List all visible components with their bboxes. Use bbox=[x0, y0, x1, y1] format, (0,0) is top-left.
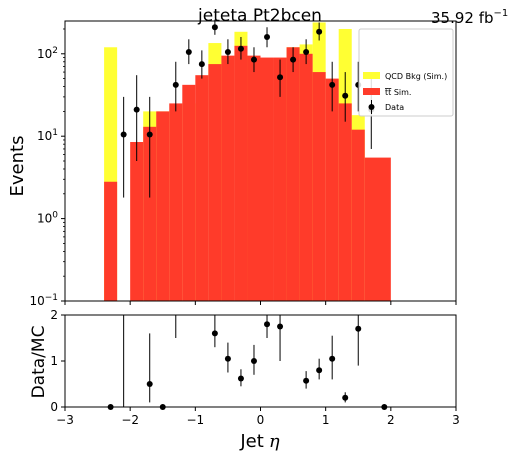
ttbar-bar bbox=[312, 72, 326, 301]
ratio-point bbox=[277, 323, 284, 330]
main-x-ticks bbox=[64, 301, 457, 305]
ttbar-bar bbox=[234, 45, 248, 301]
data-point bbox=[185, 49, 192, 56]
ttbar-bar bbox=[195, 75, 209, 302]
x-tick-label: −2 bbox=[121, 413, 139, 427]
chart-title: jeteta Pt2bcen bbox=[197, 6, 322, 26]
ratio-y-tick-label: 1 bbox=[50, 354, 58, 368]
data-point bbox=[133, 106, 140, 113]
ratio-point bbox=[264, 321, 271, 328]
ratio-point bbox=[329, 355, 336, 362]
data-point bbox=[290, 56, 297, 63]
ttbar-bar bbox=[325, 78, 339, 301]
legend-label-qcd: QCD Bkg (Sim.) bbox=[385, 72, 447, 81]
data-point bbox=[329, 81, 336, 88]
ttbar-bar bbox=[130, 142, 144, 301]
x-tick-label: −1 bbox=[186, 413, 204, 427]
x-axis-label-text: Jet bbox=[239, 431, 263, 452]
data-point bbox=[303, 49, 310, 56]
data-point bbox=[264, 33, 271, 40]
ratio-point bbox=[211, 330, 218, 337]
legend-label-data: Data bbox=[385, 103, 404, 112]
legend-swatch-qcd bbox=[363, 72, 380, 79]
ratio-y-ticks: 0 1 2 bbox=[50, 308, 65, 414]
ttbar-bar bbox=[260, 57, 274, 301]
data-point bbox=[237, 45, 244, 52]
x-tick-label: 0 bbox=[257, 413, 265, 427]
legend-box bbox=[358, 28, 454, 117]
ttbar-bar bbox=[351, 129, 365, 301]
ttbar-bar bbox=[208, 64, 222, 302]
y-tick-label: 100 bbox=[37, 211, 58, 226]
x-axis-label-eta: η bbox=[269, 431, 280, 452]
y-tick-label: 102 bbox=[37, 46, 58, 61]
ttbar-bar bbox=[221, 55, 235, 301]
luminosity-label: 35.92 fb−1 bbox=[431, 8, 508, 27]
data-point bbox=[146, 131, 153, 138]
ratio-y-tick-label: 0 bbox=[50, 400, 58, 414]
ratio-x-ticks: −3 −2 −1 0 1 2 3 bbox=[56, 407, 460, 427]
main-y-ticks: 10−1 100 101 102 bbox=[29, 28, 65, 308]
luminosity-value: 35.92 fb bbox=[431, 9, 494, 27]
ratio-point bbox=[237, 375, 244, 382]
data-point bbox=[316, 28, 323, 35]
ratio-y-tick-label: 2 bbox=[50, 308, 58, 322]
legend: QCD Bkg (Sim.) tt Sim. Data bbox=[358, 28, 454, 117]
data-point bbox=[198, 61, 205, 68]
ttbar-bar bbox=[143, 126, 157, 301]
x-tick-label: 2 bbox=[387, 413, 395, 427]
main-plot-bars bbox=[104, 22, 391, 302]
legend-label-ttbar-t: t bbox=[385, 88, 388, 97]
data-point bbox=[342, 92, 349, 99]
ratio-y-axis-label: Data/MC bbox=[29, 326, 49, 399]
x-tick-label: 1 bbox=[322, 413, 330, 427]
ratio-point bbox=[224, 355, 231, 362]
legend-data-marker bbox=[368, 104, 375, 110]
ttbar-bar bbox=[273, 57, 287, 301]
ttbar-bar bbox=[247, 55, 261, 301]
ttbar-bar bbox=[286, 47, 300, 302]
ratio-point bbox=[303, 377, 310, 384]
legend-label-ttbar-t-2: t bbox=[388, 88, 391, 97]
x-tick-label: −3 bbox=[56, 413, 74, 427]
data-point bbox=[250, 56, 257, 63]
ttbar-bar bbox=[169, 103, 183, 302]
legend-swatch-ttbar bbox=[363, 88, 380, 95]
ratio-point bbox=[342, 394, 349, 401]
legend-label-ttbar-suffix: Sim. bbox=[391, 88, 411, 97]
main-y-axis-label: Events bbox=[7, 136, 28, 197]
ratio-point bbox=[146, 381, 153, 387]
x-axis-label: Jet η bbox=[239, 431, 279, 452]
luminosity-exponent: −1 bbox=[494, 8, 509, 19]
y-tick-label: 10−1 bbox=[29, 293, 58, 308]
ttbar-bar bbox=[299, 53, 313, 301]
data-point bbox=[224, 49, 231, 56]
ttbar-bar bbox=[104, 181, 118, 301]
data-point bbox=[277, 74, 284, 81]
ratio-point bbox=[250, 358, 257, 364]
ttbar-bar bbox=[156, 111, 170, 302]
ratio-plot-data-points bbox=[107, 315, 388, 410]
ratio-point bbox=[355, 325, 362, 332]
data-point bbox=[211, 24, 218, 31]
ttbar-bar bbox=[364, 157, 391, 301]
ttbar-bar bbox=[182, 84, 196, 302]
data-point bbox=[120, 131, 127, 138]
y-tick-label: 101 bbox=[37, 128, 58, 143]
x-tick-label: 3 bbox=[452, 413, 460, 427]
ratio-point bbox=[316, 367, 323, 374]
legend-label-ttbar: tt Sim. bbox=[385, 88, 411, 97]
ttbar-bar bbox=[338, 103, 352, 302]
data-point bbox=[172, 81, 179, 88]
